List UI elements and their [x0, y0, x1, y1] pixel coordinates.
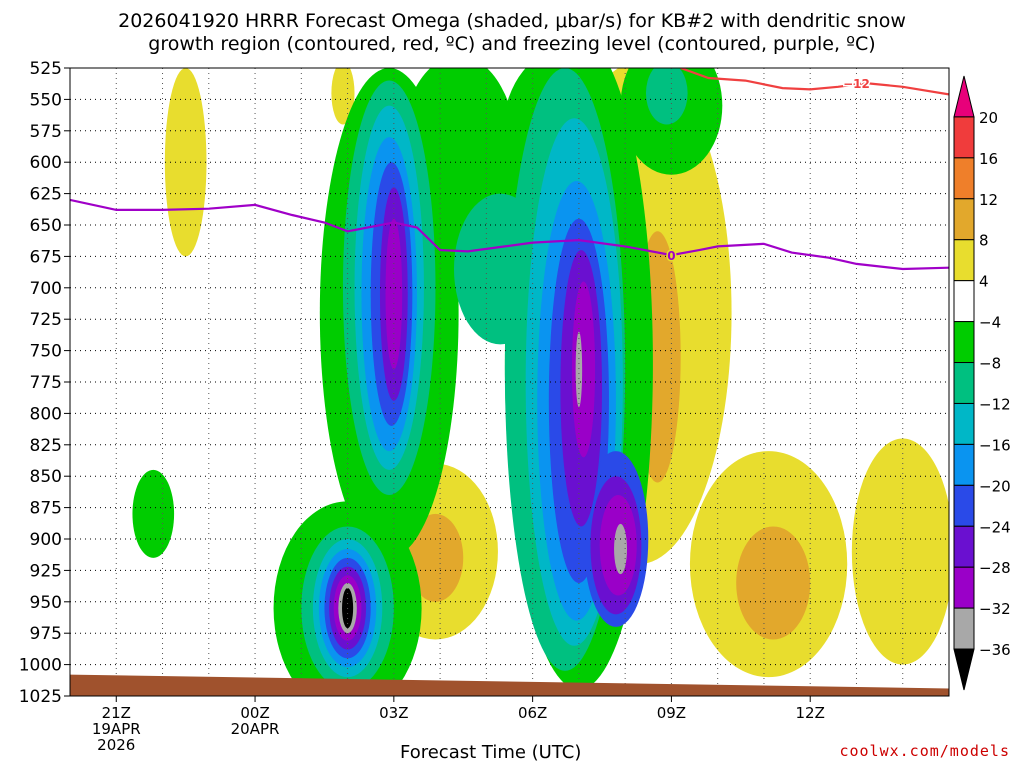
- y-tick-label-675: 675: [30, 247, 62, 267]
- colorbar-label-8: −16: [979, 436, 1011, 454]
- x-tick-label-2-0: 03Z: [379, 704, 408, 722]
- colorbar-cell-0: [953, 75, 975, 118]
- colorbar-cell-8: [953, 402, 975, 445]
- y-tick-label-1000: 1000: [19, 656, 62, 676]
- x-tick-label-1-1: 20APR: [231, 720, 280, 738]
- colorbar-cell-13: [953, 607, 975, 650]
- x-tick-label-3-0: 06Z: [518, 704, 547, 722]
- omega-region-3: [407, 513, 464, 602]
- y-tick-label-600: 600: [30, 153, 62, 173]
- colorbar-label-13: −36: [979, 641, 1011, 659]
- y-tick-label-650: 650: [30, 216, 62, 236]
- x-tick-label-0-1: 19APR: [92, 720, 141, 738]
- y-tick-label-825: 825: [30, 436, 62, 456]
- colorbar-cell-5: [953, 280, 975, 323]
- y-tick-label-700: 700: [30, 279, 62, 299]
- colorbar-cell-1: [953, 116, 975, 159]
- y-tick-label-800: 800: [30, 404, 62, 424]
- colorbar-cell-11: [953, 525, 975, 568]
- colorbar-label-12: −32: [979, 600, 1011, 618]
- y-tick-label-575: 575: [30, 122, 62, 142]
- y-axis: 525 550 575 600 625 650 675 700 725 750 775 800 825 8…: [19, 59, 70, 707]
- chart-title-line1: 2026041920 HRRR Forecast Omega (shaded, …: [118, 10, 906, 32]
- x-tick-label-5-0: 12Z: [796, 704, 825, 722]
- dgz-contour-line: [680, 68, 949, 96]
- colorbar-cell-14: [953, 648, 975, 691]
- colorbar-cell-6: [953, 321, 975, 364]
- colorbar-label-1: 16: [979, 150, 998, 168]
- colorbar-label-5: −4: [979, 314, 1001, 332]
- colorbar: 20 16 12 8 4 −4 −8 −12 −16 −20 −24 −28 −32 −36: [953, 75, 1011, 691]
- y-tick-label-925: 925: [30, 561, 62, 581]
- omega-shading: [132, 68, 949, 696]
- x-tick-label-1-0: 00Z: [240, 704, 269, 722]
- chart-title-line2: growth region (contoured, red, ºC) and f…: [148, 33, 876, 55]
- colorbar-label-3: 8: [979, 232, 989, 250]
- contour-lines: −12 0: [70, 68, 949, 271]
- colorbar-label-4: 4: [979, 273, 989, 291]
- omega-region-1: [331, 68, 355, 125]
- terrain-ground: [70, 674, 949, 696]
- omega-region-11: [645, 68, 688, 125]
- dgz-contour-label: −12: [843, 77, 870, 91]
- colorbar-label-10: −24: [979, 518, 1011, 536]
- colorbar-cell-10: [953, 484, 975, 527]
- y-tick-label-550: 550: [30, 90, 62, 110]
- colorbar-label-9: −20: [979, 477, 1011, 495]
- colorbar-cell-12: [953, 566, 975, 609]
- x-tick-label-0-2: 2026: [97, 736, 135, 754]
- colorbar-cell-9: [953, 443, 975, 486]
- omega-region-7: [736, 526, 811, 640]
- y-tick-label-850: 850: [30, 467, 62, 487]
- omega-region-8: [851, 438, 949, 665]
- colorbar-label-7: −12: [979, 395, 1011, 413]
- y-tick-label-875: 875: [30, 499, 62, 519]
- freezing-level-label: 0: [667, 249, 675, 263]
- colorbar-label-6: −8: [979, 355, 1001, 373]
- colorbar-cell-4: [953, 239, 975, 282]
- site-credit: coolwx.com/models: [839, 742, 1010, 760]
- y-tick-label-975: 975: [30, 624, 62, 644]
- omega-region-35: [385, 218, 403, 370]
- colorbar-label-2: 12: [979, 191, 998, 209]
- colorbar-label-11: −28: [979, 559, 1011, 577]
- y-tick-label-725: 725: [30, 310, 62, 330]
- x-axis-title: Forecast Time (UTC): [400, 742, 582, 763]
- x-tick-label-0-0: 21Z: [102, 704, 131, 722]
- omega-region-41: [614, 523, 628, 575]
- y-tick-label-750: 750: [30, 342, 62, 362]
- colorbar-cell-7: [953, 362, 975, 404]
- x-tick-label-4-0: 09Z: [657, 704, 686, 722]
- colorbar-cell-2: [953, 157, 975, 200]
- freezing-level-line: [70, 198, 949, 271]
- y-tick-label-950: 950: [30, 593, 62, 613]
- y-tick-label-1025: 1025: [19, 687, 62, 707]
- terrain-band: [70, 674, 949, 696]
- y-tick-label-775: 775: [30, 373, 62, 393]
- colorbar-cell-3: [953, 198, 975, 241]
- omega-region-9: [132, 469, 175, 558]
- y-tick-label-625: 625: [30, 185, 62, 205]
- y-tick-label-900: 900: [30, 530, 62, 550]
- omega-region-37: [571, 281, 596, 458]
- colorbar-label-0: 20: [979, 109, 998, 127]
- y-tick-label-525: 525: [30, 59, 62, 79]
